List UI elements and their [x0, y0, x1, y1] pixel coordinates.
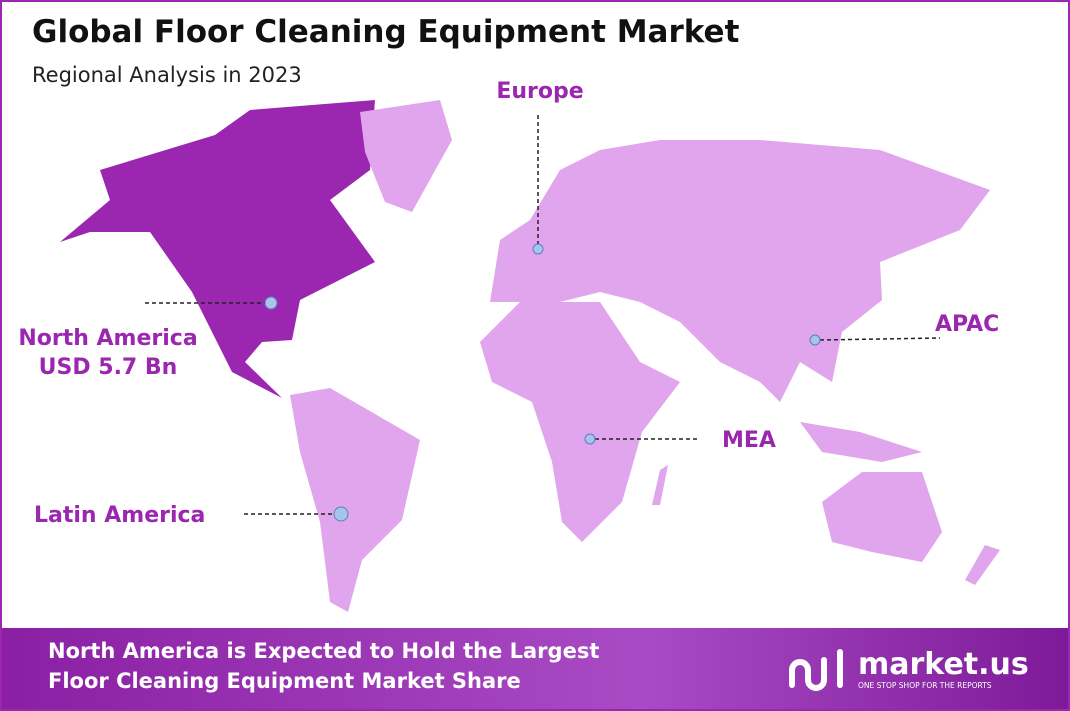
madagascar	[652, 465, 668, 505]
footer-line: Floor Cleaning Equipment Market Share	[48, 669, 521, 693]
apac-leader	[819, 337, 941, 341]
apac-marker	[809, 334, 821, 346]
europe-marker	[532, 243, 544, 255]
africa-land	[480, 302, 680, 542]
world-map	[60, 100, 1000, 612]
logo-name: market.us	[858, 647, 1029, 682]
australia-land	[822, 472, 942, 562]
north-america-land	[60, 100, 375, 398]
subtitle: Regional Analysis in 2023	[32, 63, 302, 87]
north-america-label: North America	[18, 326, 197, 351]
north-america-value: USD 5.7 Bn	[39, 355, 178, 380]
logo-tagline: ONE STOP SHOP FOR THE REPORTS	[858, 681, 992, 690]
indonesia	[800, 422, 922, 462]
mea-marker	[584, 433, 596, 445]
leaders	[145, 115, 941, 515]
new-zealand	[965, 545, 1000, 585]
footer-band	[2, 628, 1068, 709]
latin-america-marker	[333, 506, 349, 522]
latin-america-label: Latin America	[34, 503, 205, 528]
mea-label: MEA	[722, 428, 776, 453]
footer-line: North America is Expected to Hold the La…	[48, 639, 599, 663]
apac-label: APAC	[935, 312, 999, 337]
markers	[264, 243, 821, 522]
north-america-marker	[264, 296, 278, 310]
eurasia-land	[490, 140, 990, 402]
greenland	[360, 100, 452, 212]
europe-label: Europe	[496, 79, 583, 104]
south-america-land	[290, 388, 420, 612]
title: Global Floor Cleaning Equipment Market	[32, 14, 740, 50]
logo-icon	[789, 649, 843, 691]
